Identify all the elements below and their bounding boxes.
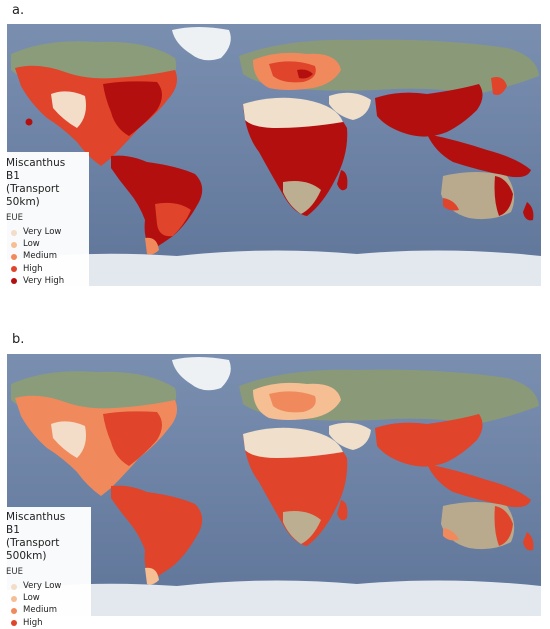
legend-dot-icon	[11, 620, 17, 627]
new-zealand	[523, 202, 534, 221]
legend-eue-label: EUE	[6, 567, 23, 577]
legend-item: Low	[6, 238, 89, 250]
legend-dot-icon	[11, 607, 17, 614]
asia-suitability	[375, 414, 483, 467]
madagascar	[337, 170, 348, 191]
panel-a-letter: a.	[12, 3, 25, 18]
greenland	[172, 27, 231, 61]
legend-scenario: B1	[6, 524, 20, 536]
legend-dot-icon	[11, 229, 17, 236]
legend-item-label: Low	[23, 593, 40, 604]
legend-item: Very High	[6, 275, 89, 287]
legend-item-label: High	[23, 263, 43, 274]
legend-item: Very Low	[6, 226, 89, 238]
legend-item-label: High	[23, 617, 43, 628]
sahara-very-low	[243, 97, 343, 128]
panel-b-letter: b.	[12, 332, 25, 347]
legend-scenario: B1	[6, 170, 20, 182]
legend-dot-icon	[11, 241, 17, 248]
legend-panel-b: Miscanthus B1 (Transport 500km) EUE Very…	[0, 507, 91, 628]
legend-item: Low	[6, 592, 91, 604]
legend-dot-icon	[11, 583, 17, 590]
new-zealand	[523, 532, 534, 551]
legend-dot-icon	[11, 278, 17, 285]
legend-dot-icon	[11, 266, 17, 273]
legend-item-label: Low	[23, 239, 40, 250]
legend-dot-icon	[11, 253, 17, 260]
legend-transport: (Transport 50km)	[6, 183, 60, 208]
eastern-us-very-high	[103, 81, 162, 136]
antarctica	[7, 250, 541, 286]
legend-item: High	[6, 617, 91, 629]
legend-transport: (Transport 500km)	[6, 537, 60, 562]
antarctica	[7, 580, 541, 616]
legend-eue-label: EUE	[6, 213, 23, 223]
legend-dot-icon	[11, 595, 17, 602]
legend-item-label: Very Low	[23, 227, 62, 237]
southeast-asia-suitability	[427, 134, 531, 178]
legend-item: Very Low	[6, 580, 91, 592]
legend-items: Very Low Low Medium High	[6, 580, 91, 629]
madagascar	[337, 500, 348, 521]
legend-panel-a: Miscanthus B1 (Transport 50km) EUE Very …	[0, 152, 89, 286]
africa-suitability	[243, 429, 348, 546]
legend-crop: Miscanthus	[6, 157, 66, 169]
legend-item: High	[6, 263, 89, 275]
south-america-suitability	[111, 485, 203, 580]
eastern-us-high	[103, 411, 162, 466]
legend-item-label: Medium	[23, 251, 57, 262]
legend-item: Medium	[6, 604, 91, 616]
western-us-very-low	[51, 421, 86, 458]
world-map-panel-b	[7, 354, 541, 616]
legend-item: Medium	[6, 250, 89, 262]
sahara-very-low	[243, 427, 343, 458]
africa-suitability	[243, 99, 348, 216]
legend-items: Very Low Low Medium High Very High	[6, 226, 89, 287]
western-us-very-low	[51, 91, 86, 128]
legend-item-label: Medium	[23, 605, 57, 616]
greenland	[172, 357, 231, 391]
legend-item-label: Very High	[23, 275, 65, 286]
legend-item-label: Very Low	[23, 581, 62, 591]
asia-suitability	[375, 84, 483, 137]
legend-crop: Miscanthus	[6, 511, 66, 523]
world-map-panel-a	[7, 24, 541, 286]
southeast-asia-suitability	[427, 464, 531, 508]
